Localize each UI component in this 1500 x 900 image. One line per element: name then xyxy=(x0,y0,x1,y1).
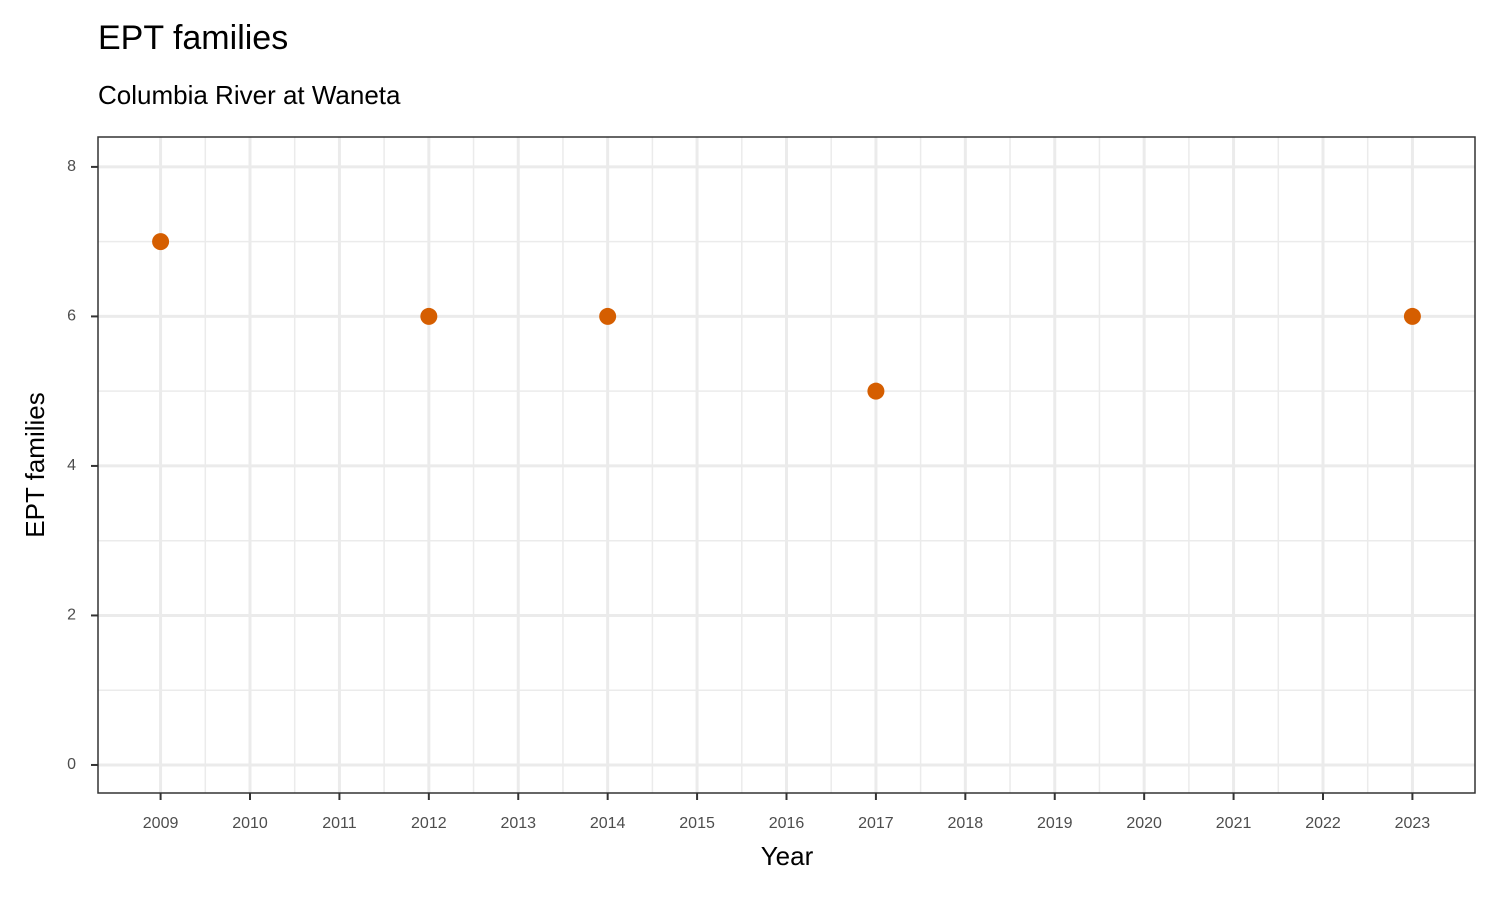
x-tick-label: 2014 xyxy=(590,815,626,832)
point xyxy=(420,307,438,325)
plot-border xyxy=(97,136,1476,794)
x-tick-label: 2010 xyxy=(232,815,268,832)
x-tick-label: 2011 xyxy=(322,815,357,832)
x-tick-label: 2015 xyxy=(679,815,715,832)
point xyxy=(152,233,170,251)
x-tick-label: 2016 xyxy=(769,815,805,832)
x-tick-label: 2009 xyxy=(143,815,179,832)
point xyxy=(599,307,617,325)
y-tick-label: 2 xyxy=(67,607,76,624)
x-tick-label: 2023 xyxy=(1395,815,1431,832)
x-axis-title: Year xyxy=(761,841,814,871)
y-tick-label: 0 xyxy=(67,756,76,773)
y-tick-label: 6 xyxy=(67,308,76,325)
x-tick-label: 2021 xyxy=(1216,815,1252,832)
x-tick-label: 2017 xyxy=(858,815,894,832)
y-tick-label: 4 xyxy=(67,457,76,474)
x-tick-label: 2013 xyxy=(500,815,536,832)
x-tick-label: 2020 xyxy=(1126,815,1162,832)
y-axis-title: EPT families xyxy=(20,392,50,537)
x-tick-label: 2019 xyxy=(1037,815,1073,832)
y-tick-label: 8 xyxy=(67,158,76,175)
x-tick-label: 2022 xyxy=(1305,815,1341,832)
x-tick-label: 2012 xyxy=(411,815,447,832)
point xyxy=(867,382,885,400)
chart-title: EPT families xyxy=(98,19,288,57)
point xyxy=(1403,307,1421,325)
x-tick-label: 2018 xyxy=(948,815,984,832)
chart-subtitle: Columbia River at Waneta xyxy=(98,80,401,110)
